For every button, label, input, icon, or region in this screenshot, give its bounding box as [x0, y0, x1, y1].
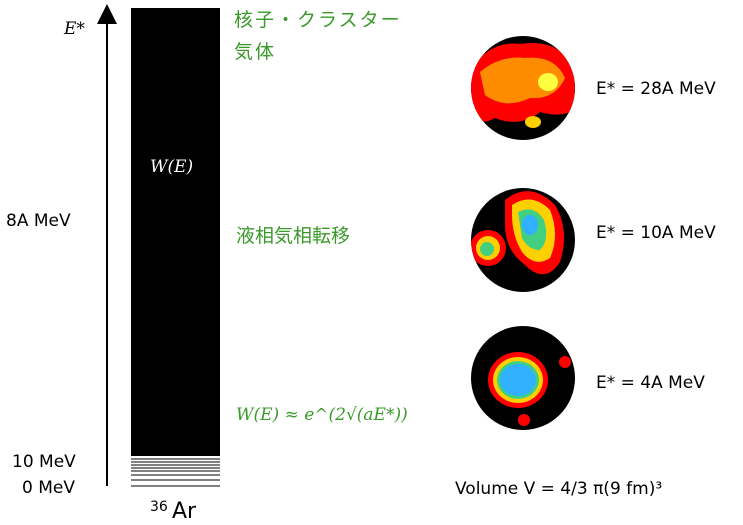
level-continuum [131, 8, 220, 456]
snapshot-hot [470, 36, 575, 140]
diagram: E* 8A MeV 10 MeV 0 MeV W(E) 36 Ar 核子・クラス… [0, 0, 743, 525]
axis-tick: 0 MeV [22, 478, 75, 498]
axis-tick: 10 MeV [12, 452, 76, 472]
density-label: W(E) [150, 157, 193, 177]
volume-label: Volume V = 4/3 π(9 fm)³ [455, 479, 662, 499]
axis-label: E* [63, 19, 85, 39]
axis-tick: 8A MeV [6, 211, 71, 231]
region-label: 核子・クラスター気体 [234, 4, 414, 68]
snapshot-label: E* = 28A MeV [596, 79, 716, 99]
snapshot-label: E* = 4A MeV [596, 373, 705, 393]
discrete-levels [131, 459, 220, 486]
region-box: 核子・クラスター気体 [234, 4, 434, 74]
mass-number: 36 [150, 499, 168, 515]
formula: W(E) ≈ e^(2√(aE*)) [236, 405, 408, 425]
region-label: 液相気相転移 [236, 225, 350, 247]
snapshot-label: E* = 10A MeV [596, 223, 716, 243]
snapshot-cold [471, 326, 575, 430]
element: Ar [172, 499, 197, 524]
snapshot-mid [470, 188, 575, 292]
